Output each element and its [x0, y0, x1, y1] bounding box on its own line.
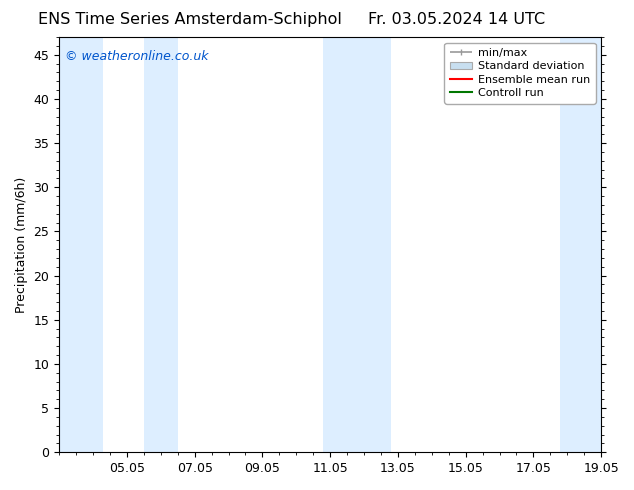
Text: © weatheronline.co.uk: © weatheronline.co.uk — [65, 49, 208, 63]
Text: ENS Time Series Amsterdam-Schiphol: ENS Time Series Amsterdam-Schiphol — [38, 12, 342, 27]
Y-axis label: Precipitation (mm/6h): Precipitation (mm/6h) — [15, 176, 28, 313]
Bar — [323, 37, 357, 452]
Bar — [59, 37, 103, 452]
Legend: min/max, Standard deviation, Ensemble mean run, Controll run: min/max, Standard deviation, Ensemble me… — [444, 43, 595, 104]
Bar — [560, 37, 601, 452]
Text: Fr. 03.05.2024 14 UTC: Fr. 03.05.2024 14 UTC — [368, 12, 545, 27]
Bar — [144, 37, 178, 452]
Bar — [357, 37, 391, 452]
